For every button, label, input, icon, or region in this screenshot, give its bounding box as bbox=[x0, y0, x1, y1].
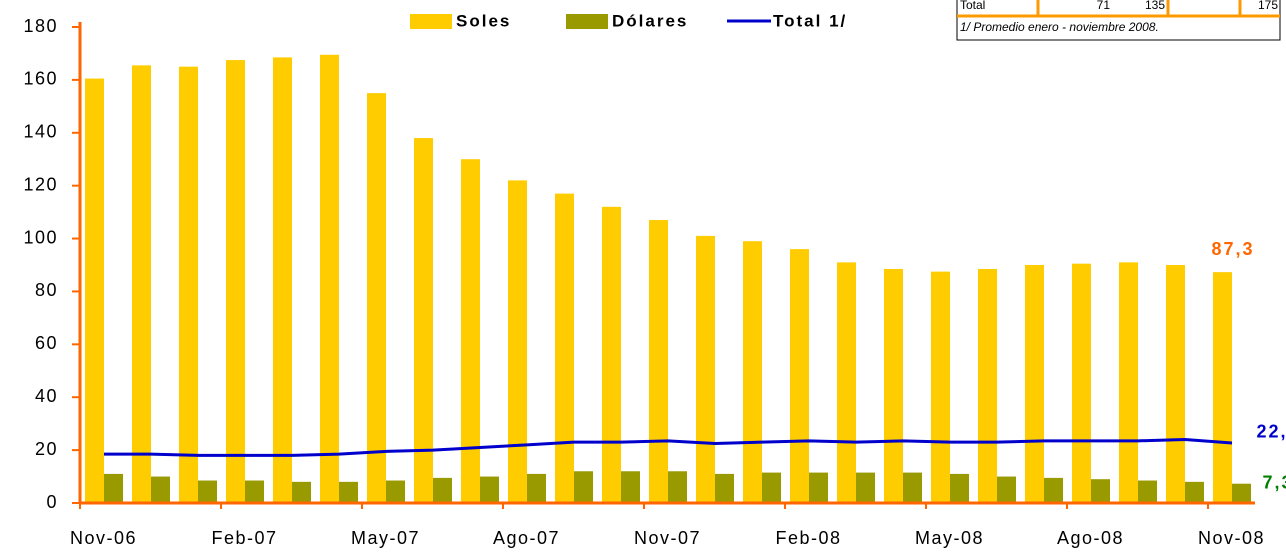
bar bbox=[621, 471, 640, 503]
bar bbox=[978, 268, 997, 503]
bar bbox=[198, 480, 217, 503]
x-tick-label: Feb-07 bbox=[211, 528, 277, 548]
bar bbox=[1091, 479, 1110, 503]
x-tick-label: May-08 bbox=[915, 528, 984, 548]
bar bbox=[1166, 265, 1185, 503]
table-note: 1/ Promedio enero - noviembre 2008. bbox=[960, 20, 1159, 34]
bar bbox=[508, 180, 527, 503]
legend-swatch bbox=[410, 14, 452, 29]
bar bbox=[527, 473, 546, 503]
inset-table: Total 71 135 175 1/ Promedio enero - nov… bbox=[956, 0, 1281, 41]
bar bbox=[1025, 265, 1044, 503]
bar bbox=[574, 471, 593, 503]
bar bbox=[809, 472, 828, 503]
bar bbox=[1232, 483, 1251, 503]
bar bbox=[292, 481, 311, 503]
bar bbox=[480, 476, 499, 503]
bar bbox=[226, 60, 245, 504]
bar bbox=[1072, 263, 1091, 503]
bar bbox=[367, 93, 386, 503]
bar bbox=[555, 193, 574, 503]
x-tick-label: Nov-06 bbox=[70, 528, 137, 548]
bar bbox=[1185, 481, 1204, 503]
bar bbox=[715, 473, 734, 503]
bar bbox=[414, 138, 433, 504]
bar bbox=[696, 235, 715, 503]
legend-label: Dólares bbox=[612, 11, 688, 30]
bar bbox=[856, 472, 875, 503]
bar bbox=[273, 57, 292, 504]
bar bbox=[386, 480, 405, 503]
bar bbox=[104, 473, 123, 503]
value-label: 7,3 bbox=[1262, 472, 1286, 492]
bar bbox=[950, 473, 969, 503]
bar bbox=[461, 159, 480, 503]
bar bbox=[903, 472, 922, 503]
legend-label: Total 1/ bbox=[773, 11, 847, 30]
y-tick-label: 160 bbox=[23, 69, 58, 89]
value-label: 87,3 bbox=[1211, 239, 1254, 259]
table-cell: 135 bbox=[1145, 0, 1165, 12]
bar bbox=[245, 480, 264, 503]
bar bbox=[790, 249, 809, 503]
y-tick-label: 100 bbox=[23, 227, 58, 247]
bar bbox=[668, 471, 687, 503]
bar bbox=[649, 220, 668, 504]
y-tick-label: 20 bbox=[35, 439, 58, 459]
bar bbox=[743, 241, 762, 503]
bar bbox=[132, 65, 151, 503]
bar bbox=[1138, 480, 1157, 503]
bar bbox=[1213, 272, 1232, 503]
bar bbox=[179, 66, 198, 504]
y-tick-label: 180 bbox=[23, 16, 58, 36]
x-tick-label: Feb-08 bbox=[775, 528, 841, 548]
y-tick-label: 60 bbox=[35, 333, 58, 353]
y-tick-label: 80 bbox=[35, 280, 58, 300]
x-tick-label: Nov-07 bbox=[634, 528, 701, 548]
bar bbox=[997, 476, 1016, 503]
bar bbox=[602, 206, 621, 504]
x-tick-label: Ago-07 bbox=[493, 528, 560, 548]
bar bbox=[151, 476, 170, 503]
value-label: 22,7 bbox=[1256, 422, 1286, 442]
y-tick-label: 140 bbox=[23, 122, 58, 142]
legend-label: Soles bbox=[456, 11, 511, 30]
bar bbox=[931, 271, 950, 503]
bar bbox=[433, 477, 452, 503]
bar bbox=[85, 78, 104, 504]
y-tick-label: 40 bbox=[35, 386, 58, 406]
x-tick-label: Nov-08 bbox=[1198, 528, 1265, 548]
bar bbox=[339, 481, 358, 503]
bar bbox=[320, 54, 339, 504]
y-tick-label: 0 bbox=[46, 492, 58, 512]
table-cell: 71 bbox=[1097, 0, 1111, 12]
legend-swatch bbox=[566, 14, 608, 29]
table-frame bbox=[956, 0, 1281, 41]
bar bbox=[837, 262, 856, 503]
bar bbox=[762, 472, 781, 503]
table-cell: 175 bbox=[1258, 0, 1278, 12]
y-tick-label: 120 bbox=[23, 174, 58, 194]
bar bbox=[1119, 262, 1138, 503]
bar bbox=[884, 268, 903, 503]
x-tick-label: May-07 bbox=[351, 528, 420, 548]
table-cell: Total bbox=[960, 0, 985, 12]
x-tick-label: Ago-08 bbox=[1057, 528, 1124, 548]
bar bbox=[1044, 477, 1063, 503]
line bbox=[104, 438, 1233, 457]
